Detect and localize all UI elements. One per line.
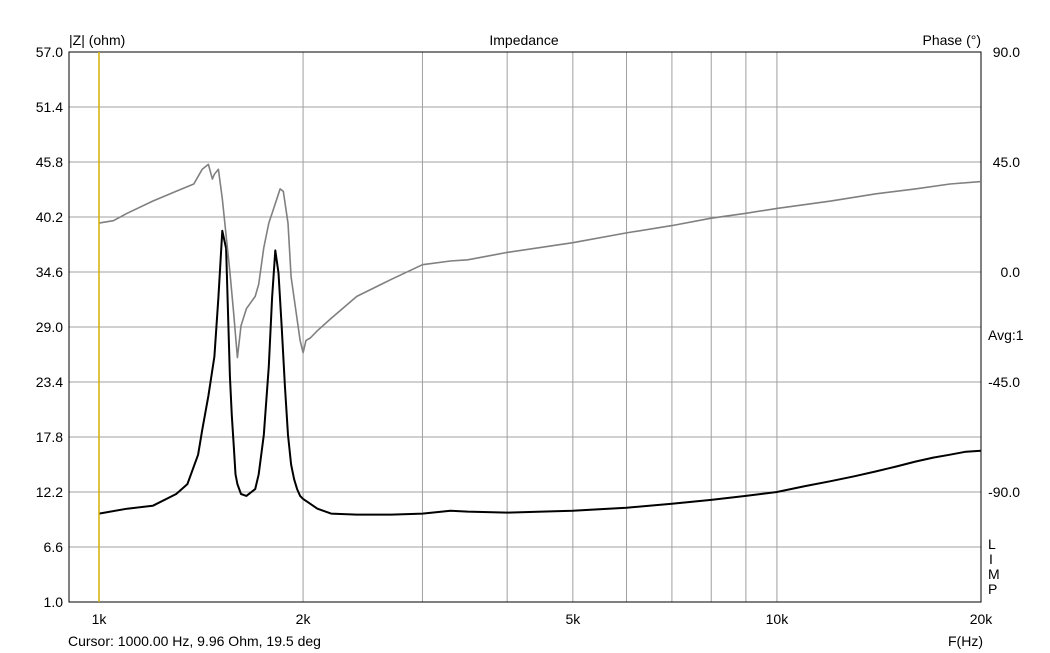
y-axis-left: 1.0 6.6 12.2 17.8 23.4 29.0 34.6 40.2 45.8 51.4 57… bbox=[36, 44, 63, 610]
x-axis-label: F(Hz) bbox=[948, 633, 983, 649]
y-left-axis-label: |Z| (ohm) bbox=[69, 32, 125, 48]
phase-series-line bbox=[98, 163, 982, 359]
limp-letter: M bbox=[988, 566, 1000, 582]
x-tick-label: 5k bbox=[565, 611, 581, 627]
x-axis: 1k 2k 5k 10k 20k bbox=[92, 611, 994, 627]
y-left-tick-label: 57.0 bbox=[36, 44, 63, 60]
y-left-tick-label: 17.8 bbox=[36, 429, 63, 445]
x-tick-label: 20k bbox=[970, 611, 994, 627]
limp-annotation: L I M P bbox=[988, 536, 1000, 597]
y-left-tick-label: 1.0 bbox=[44, 594, 64, 610]
y-left-tick-label: 23.4 bbox=[36, 374, 63, 390]
avg-annotation: Avg:1 bbox=[988, 327, 1024, 343]
series-layer bbox=[98, 163, 982, 516]
limp-letter: L bbox=[988, 536, 996, 552]
cursor-readout: Cursor: 1000.00 Hz, 9.96 Ohm, 19.5 deg bbox=[68, 633, 321, 649]
x-tick-label: 2k bbox=[296, 611, 312, 627]
y-right-tick-label: -45.0 bbox=[988, 374, 1020, 390]
y-left-tick-label: 12.2 bbox=[36, 484, 63, 500]
y-right-tick-label: 90.0 bbox=[993, 44, 1020, 60]
y-left-tick-label: 34.6 bbox=[36, 264, 63, 280]
y-right-tick-label: -90.0 bbox=[988, 484, 1020, 500]
y-axis-right: 90.0 45.0 0.0 -45.0 -90.0 bbox=[988, 44, 1020, 500]
x-tick-label: 1k bbox=[92, 611, 108, 627]
y-left-tick-label: 29.0 bbox=[36, 319, 63, 335]
x-tick-label: 10k bbox=[766, 611, 790, 627]
impedance-series-line bbox=[98, 229, 982, 516]
plot-frame bbox=[68, 51, 982, 603]
y-right-tick-label: 0.0 bbox=[1001, 264, 1021, 280]
limp-letter: I bbox=[989, 551, 993, 567]
grid-lines bbox=[69, 51, 982, 603]
limp-letter: P bbox=[988, 581, 997, 597]
y-left-tick-label: 45.8 bbox=[36, 154, 63, 170]
y-left-tick-label: 40.2 bbox=[36, 209, 63, 225]
y-right-tick-label: 45.0 bbox=[993, 154, 1020, 170]
y-left-tick-label: 6.6 bbox=[44, 539, 64, 555]
y-right-axis-label: Phase (°) bbox=[922, 32, 981, 48]
y-left-tick-label: 51.4 bbox=[36, 99, 63, 115]
chart-title: Impedance bbox=[489, 32, 558, 48]
